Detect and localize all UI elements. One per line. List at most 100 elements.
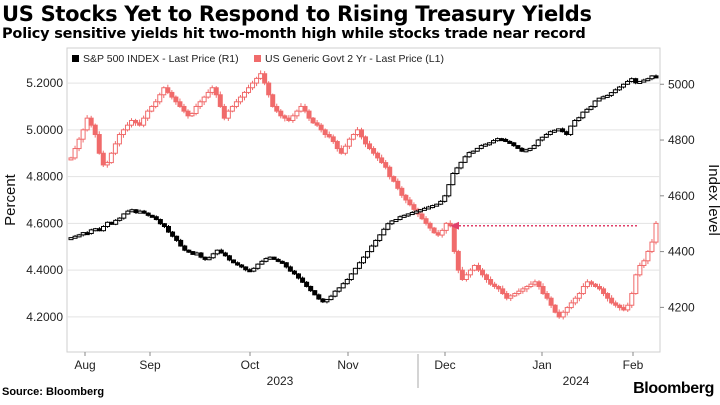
candle-body (454, 167, 460, 175)
candle-body (391, 176, 397, 182)
candle-body (194, 252, 200, 256)
candle-body (287, 266, 293, 272)
candle-body (389, 220, 395, 225)
candle-body (161, 87, 167, 96)
candle-body (480, 269, 486, 276)
candle-body (275, 258, 281, 262)
left-tick-label: 5.0000 (26, 123, 63, 137)
candle-body (117, 217, 123, 221)
candle-body (173, 96, 179, 103)
candle-body (560, 128, 566, 133)
candle-body (592, 100, 598, 108)
candle-body (547, 131, 553, 135)
candle-body (519, 147, 525, 152)
candle-body (283, 262, 289, 268)
candle-body (113, 219, 119, 225)
candle-body (193, 105, 199, 114)
candle-body (446, 184, 452, 197)
candle-body (625, 80, 631, 85)
candle-body (105, 221, 111, 227)
candle-body (592, 283, 598, 288)
right-tick-label: 4600 (668, 189, 695, 203)
x-tick-label: Nov (337, 358, 358, 372)
candle-body (153, 101, 159, 107)
candle-body (255, 263, 261, 269)
candle-body (572, 297, 578, 304)
candle-body (348, 273, 354, 280)
candle-body (531, 145, 537, 149)
candle-body (316, 294, 322, 300)
candle-body (233, 101, 239, 107)
page-title: US Stocks Yet to Respond to Rising Treas… (2, 2, 592, 26)
candle-body (548, 297, 554, 306)
candle-body (259, 260, 265, 265)
plot-area (66, 47, 661, 353)
candle-body (466, 152, 472, 158)
candle-body (427, 222, 433, 229)
candle-body (258, 73, 264, 79)
candle-body (149, 105, 155, 112)
candle-body (601, 288, 607, 295)
candle-body (165, 87, 171, 93)
candle-body (524, 286, 530, 290)
candle-body (84, 232, 90, 236)
candle-body (304, 281, 310, 287)
candle-body (342, 145, 348, 154)
candle-body (306, 110, 312, 119)
candle-body (361, 256, 366, 264)
candle-body (125, 210, 131, 215)
candle-body (405, 213, 411, 217)
candle-body (653, 75, 659, 79)
candle-body (137, 210, 143, 214)
candle-body (116, 134, 122, 145)
left-tick-label: 4.4000 (26, 263, 63, 277)
candle-body (250, 82, 256, 89)
candle-body (508, 295, 514, 299)
candle-body (120, 129, 126, 136)
candle-body (462, 156, 468, 163)
candle-body (344, 278, 350, 285)
candle-body (604, 94, 610, 98)
candle-body (76, 234, 82, 238)
candle-body (551, 129, 557, 133)
candle-body (609, 297, 615, 304)
candle-body (596, 97, 602, 102)
x-tick-label: Aug (74, 358, 95, 372)
left-tick-label: 4.2000 (26, 310, 63, 324)
candle-body (568, 302, 574, 309)
candle-body (637, 80, 643, 84)
candle-body (239, 264, 245, 268)
candle-body (145, 212, 151, 216)
candle-body (637, 264, 643, 276)
candle-body (625, 304, 631, 311)
candle-body (617, 304, 623, 309)
candle-body (423, 218, 429, 224)
candle-body (133, 119, 139, 124)
candle-body (308, 285, 314, 292)
candle-body (141, 117, 147, 126)
candle-body (68, 157, 74, 161)
candle-body (616, 86, 622, 91)
candle-body (314, 122, 320, 126)
candle-body (88, 229, 94, 234)
candle-body (298, 105, 304, 112)
candle-body (213, 87, 219, 96)
candle-body (375, 152, 381, 159)
candle-body (198, 252, 204, 258)
candle-body (251, 267, 257, 272)
legend-swatch-sp500 (72, 55, 79, 62)
candle-body (486, 142, 492, 146)
candle-body (241, 91, 247, 98)
candle-body (274, 105, 280, 112)
candle-body (334, 141, 340, 150)
candle-body (580, 111, 586, 119)
candle-body (409, 212, 415, 216)
candle-body (443, 222, 449, 231)
candle-body (426, 206, 431, 210)
candle-body (403, 194, 409, 201)
candle-body (381, 228, 387, 236)
candle-body (358, 129, 364, 138)
candle-body (520, 288, 526, 292)
annotation-arrow-head (450, 221, 459, 230)
candle-body (225, 110, 231, 119)
